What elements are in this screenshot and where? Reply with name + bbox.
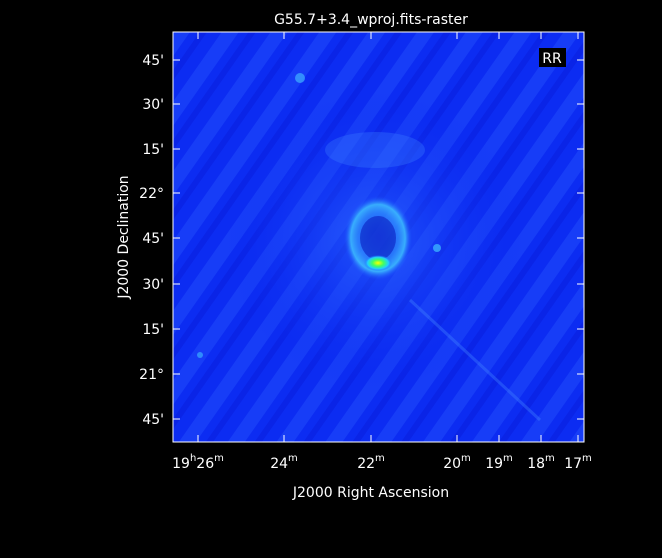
y-tick-label: 45' (142, 53, 164, 69)
y-tick-label: 21° (139, 367, 164, 383)
tick-value: 19 (485, 456, 503, 472)
raster-image (173, 32, 584, 442)
x-axis-label: J2000 Right Ascension (292, 485, 449, 501)
tick-unit: m (461, 453, 471, 464)
tick-unit: m (545, 453, 555, 464)
tick-value: 20 (443, 456, 461, 472)
y-tick-label: 30' (142, 97, 164, 113)
tick-value: 17 (564, 456, 582, 472)
x-tick-label: 19h26m (172, 453, 224, 472)
title: G55.7+3.4_wproj.fits-raster (274, 12, 468, 28)
y-tick-label: 22° (139, 186, 164, 202)
x-tick-label: 22m (357, 453, 385, 472)
y-tick-label: 15' (142, 322, 164, 338)
badge: RR (542, 51, 562, 67)
tick-unit: m (288, 453, 298, 464)
y-axis-label: J2000 Declination (116, 175, 132, 299)
tick-value: 22 (357, 456, 375, 472)
x-tick-label: 24m (270, 453, 298, 472)
tick-unit: m (375, 453, 385, 464)
tick-unit: m (503, 453, 513, 464)
tick-value: 24 (270, 456, 288, 472)
x-tick-label: 18m (527, 453, 555, 472)
y-tick-label: 45' (142, 231, 164, 247)
tick-unit: h (190, 453, 196, 464)
x-tick-label: 19m (485, 453, 513, 472)
x-tick-label: 20m (443, 453, 471, 472)
y-tick-label: 30' (142, 277, 164, 293)
tick-unit: m (582, 453, 592, 464)
tick-value: 18 (527, 456, 545, 472)
x-tick-label: 17m (564, 453, 592, 472)
y-tick-label: 15' (142, 142, 164, 158)
tick-unit: m (214, 453, 224, 464)
y-tick-label: 45' (142, 412, 164, 428)
tick-value: 26 (196, 456, 214, 472)
tick-value: 19 (172, 456, 190, 472)
badge-box (539, 48, 566, 67)
plot-frame (172, 31, 585, 443)
